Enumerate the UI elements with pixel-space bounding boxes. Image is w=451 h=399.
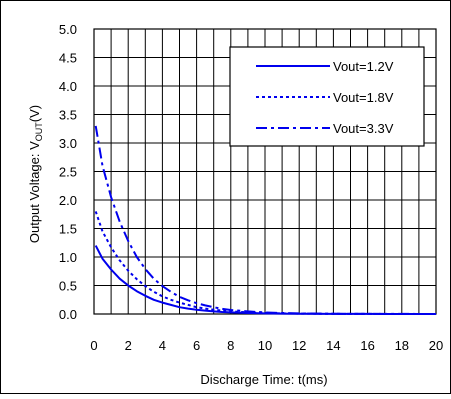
y-tick-label: 4.0 [59,79,77,94]
y-tick-labels: 0.0 0.5 1.0 1.5 2.0 2.5 3.0 3.5 4.0 4.5 5.0 [59,22,77,322]
x-tick-label: 16 [360,338,374,353]
x-tick-label: 0 [90,338,97,353]
x-tick-label: 4 [159,338,166,353]
x-tick-label: 2 [125,338,132,353]
x-tick-label: 12 [292,338,306,353]
y-tick-label: 5.0 [59,22,77,37]
x-tick-label: 14 [326,338,340,353]
y-axis-label-main: Output Voltage: V [27,141,42,243]
series-layer [94,125,437,315]
x-tick-label: 18 [395,338,409,353]
x-tick-label: 10 [258,338,272,353]
y-tick-label: 0.5 [59,279,77,294]
legend-label: Vout=3.3V [333,121,394,136]
series-line [94,245,436,315]
y-tick-label: 3.0 [59,136,77,151]
x-tick-labels: 0 2 4 6 8 10 12 14 16 18 20 [90,338,443,353]
y-tick-label: 4.5 [59,51,77,66]
legend-box [229,46,425,147]
y-tick-label: 1.5 [59,222,77,237]
y-axis-label: Output Voltage: VOUT(V) [27,105,44,243]
y-tick-label: 2.0 [59,193,77,208]
x-axis-label: Discharge Time: t(ms) [200,372,327,387]
x-tick-label: 8 [227,338,234,353]
legend-label: Vout=1.2V [333,59,394,74]
series-line [94,211,436,315]
legend-label: Vout=1.8V [333,90,394,105]
y-axis-label-tail: (V) [27,105,42,122]
y-tick-label: 2.5 [59,165,77,180]
y-tick-label: 0.0 [59,307,77,322]
x-tick-label: 6 [193,338,200,353]
series-line [94,125,437,315]
y-tick-label: 3.5 [59,108,77,123]
legend: Vout=1.2V Vout=1.8V Vout=3.3V [229,46,425,147]
x-tick-label: 20 [429,338,443,353]
y-tick-label: 1.0 [59,250,77,265]
y-axis-label-sub: OUT [34,122,44,142]
